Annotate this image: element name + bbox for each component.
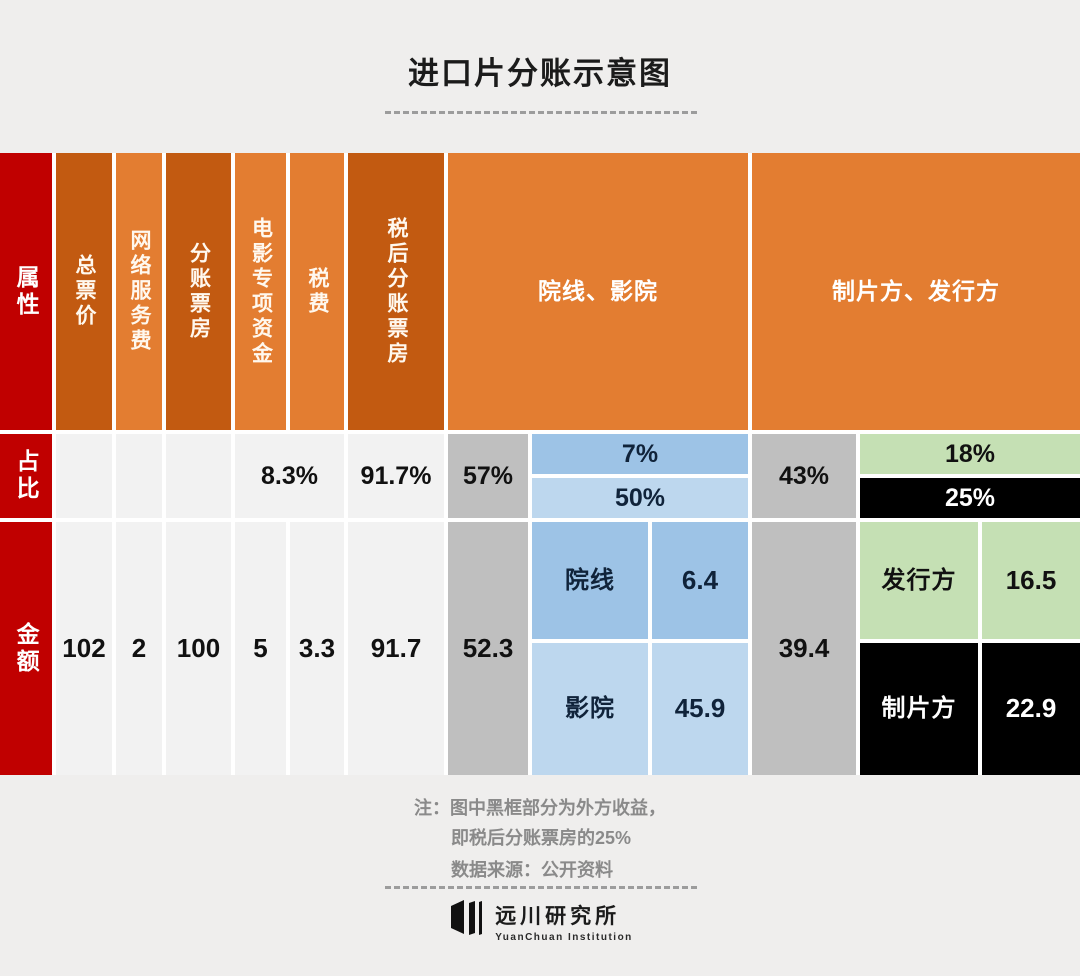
- row-header-attribute: 属性: [0, 153, 52, 430]
- amount-film-fund-cell: 5: [235, 522, 286, 775]
- amount-tax-cell: 3.3: [290, 522, 344, 775]
- ratio-split-box-empty-cell: [166, 434, 231, 518]
- ratio-network-fee-empty-cell: [116, 434, 162, 518]
- ratio-chain-pct-cell: 7%: [532, 434, 748, 474]
- ratio-foreign-pct-cell: 25%: [860, 478, 1080, 518]
- col-header-tax: 税费: [290, 153, 344, 430]
- row-header-amount: 金额: [0, 522, 52, 775]
- amount-chain-label-cell: 院线: [532, 522, 648, 639]
- page-title: 进口片分账示意图: [408, 56, 672, 91]
- revenue-split-table: 属性 总票价 网络服务费 分账票房 电影专项资金 税费 税后分账票房 院线、影院…: [0, 153, 1080, 775]
- amount-split-box-cell: 100: [166, 522, 231, 775]
- amount-distributor-label-cell: 发行方: [860, 522, 978, 639]
- col-header-cinema-side: 院线、影院: [448, 153, 748, 430]
- amount-theater-label-cell: 影院: [532, 643, 648, 775]
- footnote: 注：图中黑框部分为外方收益， 即税后分账票房的25% 数据来源：公开资料: [0, 793, 1080, 885]
- ratio-distributor-pct-cell: 18%: [860, 434, 1080, 474]
- amount-network-fee-cell: 2: [116, 522, 162, 775]
- footer-divider-dashed-line: [385, 886, 697, 889]
- amount-theater-value-cell: 45.9: [652, 643, 748, 775]
- title-divider-dashed-line: [385, 111, 697, 114]
- col-header-total-ticket: 总票价: [56, 153, 112, 430]
- footnote-line-2: 即税后分账票房的25%: [451, 828, 632, 848]
- col-header-after-tax-box: 税后分账票房: [348, 153, 444, 430]
- col-header-film-fund: 电影专项资金: [235, 153, 286, 430]
- ratio-theater-pct-cell: 50%: [532, 478, 748, 518]
- amount-producer-total-cell: 39.4: [752, 522, 856, 775]
- ratio-total-ticket-empty-cell: [56, 434, 112, 518]
- amount-producer-value-cell: 22.9: [982, 643, 1080, 775]
- amount-total-ticket-cell: 102: [56, 522, 112, 775]
- amount-chain-value-cell: 6.4: [652, 522, 748, 639]
- footnote-line-1: 注：图中黑框部分为外方收益，: [414, 798, 666, 818]
- row-header-ratio: 占比: [0, 434, 52, 518]
- ratio-cinema-share-cell: 57%: [448, 434, 528, 518]
- amount-producer-label-cell: 制片方: [860, 643, 978, 775]
- amount-after-tax-cell: 91.7: [348, 522, 444, 775]
- amount-cinema-total-cell: 52.3: [448, 522, 528, 775]
- ratio-after-tax-cell: 91.7%: [348, 434, 444, 518]
- ratio-fund-tax-cell: 8.3%: [235, 434, 344, 518]
- logo-bars-icon: [447, 897, 485, 946]
- data-source: 数据来源：公开资料: [451, 860, 613, 880]
- logo-subtitle: YuanChuan Institution: [495, 932, 633, 943]
- amount-distributor-value-cell: 16.5: [982, 522, 1080, 639]
- logo-name: 远川研究所: [495, 905, 621, 928]
- col-header-producer-side: 制片方、发行方: [752, 153, 1080, 430]
- ratio-producer-share-cell: 43%: [752, 434, 856, 518]
- col-header-network-fee: 网络服务费: [116, 153, 162, 430]
- col-header-split-box: 分账票房: [166, 153, 231, 430]
- yuanchuan-logo: 远川研究所 YuanChuan Institution: [0, 897, 1080, 946]
